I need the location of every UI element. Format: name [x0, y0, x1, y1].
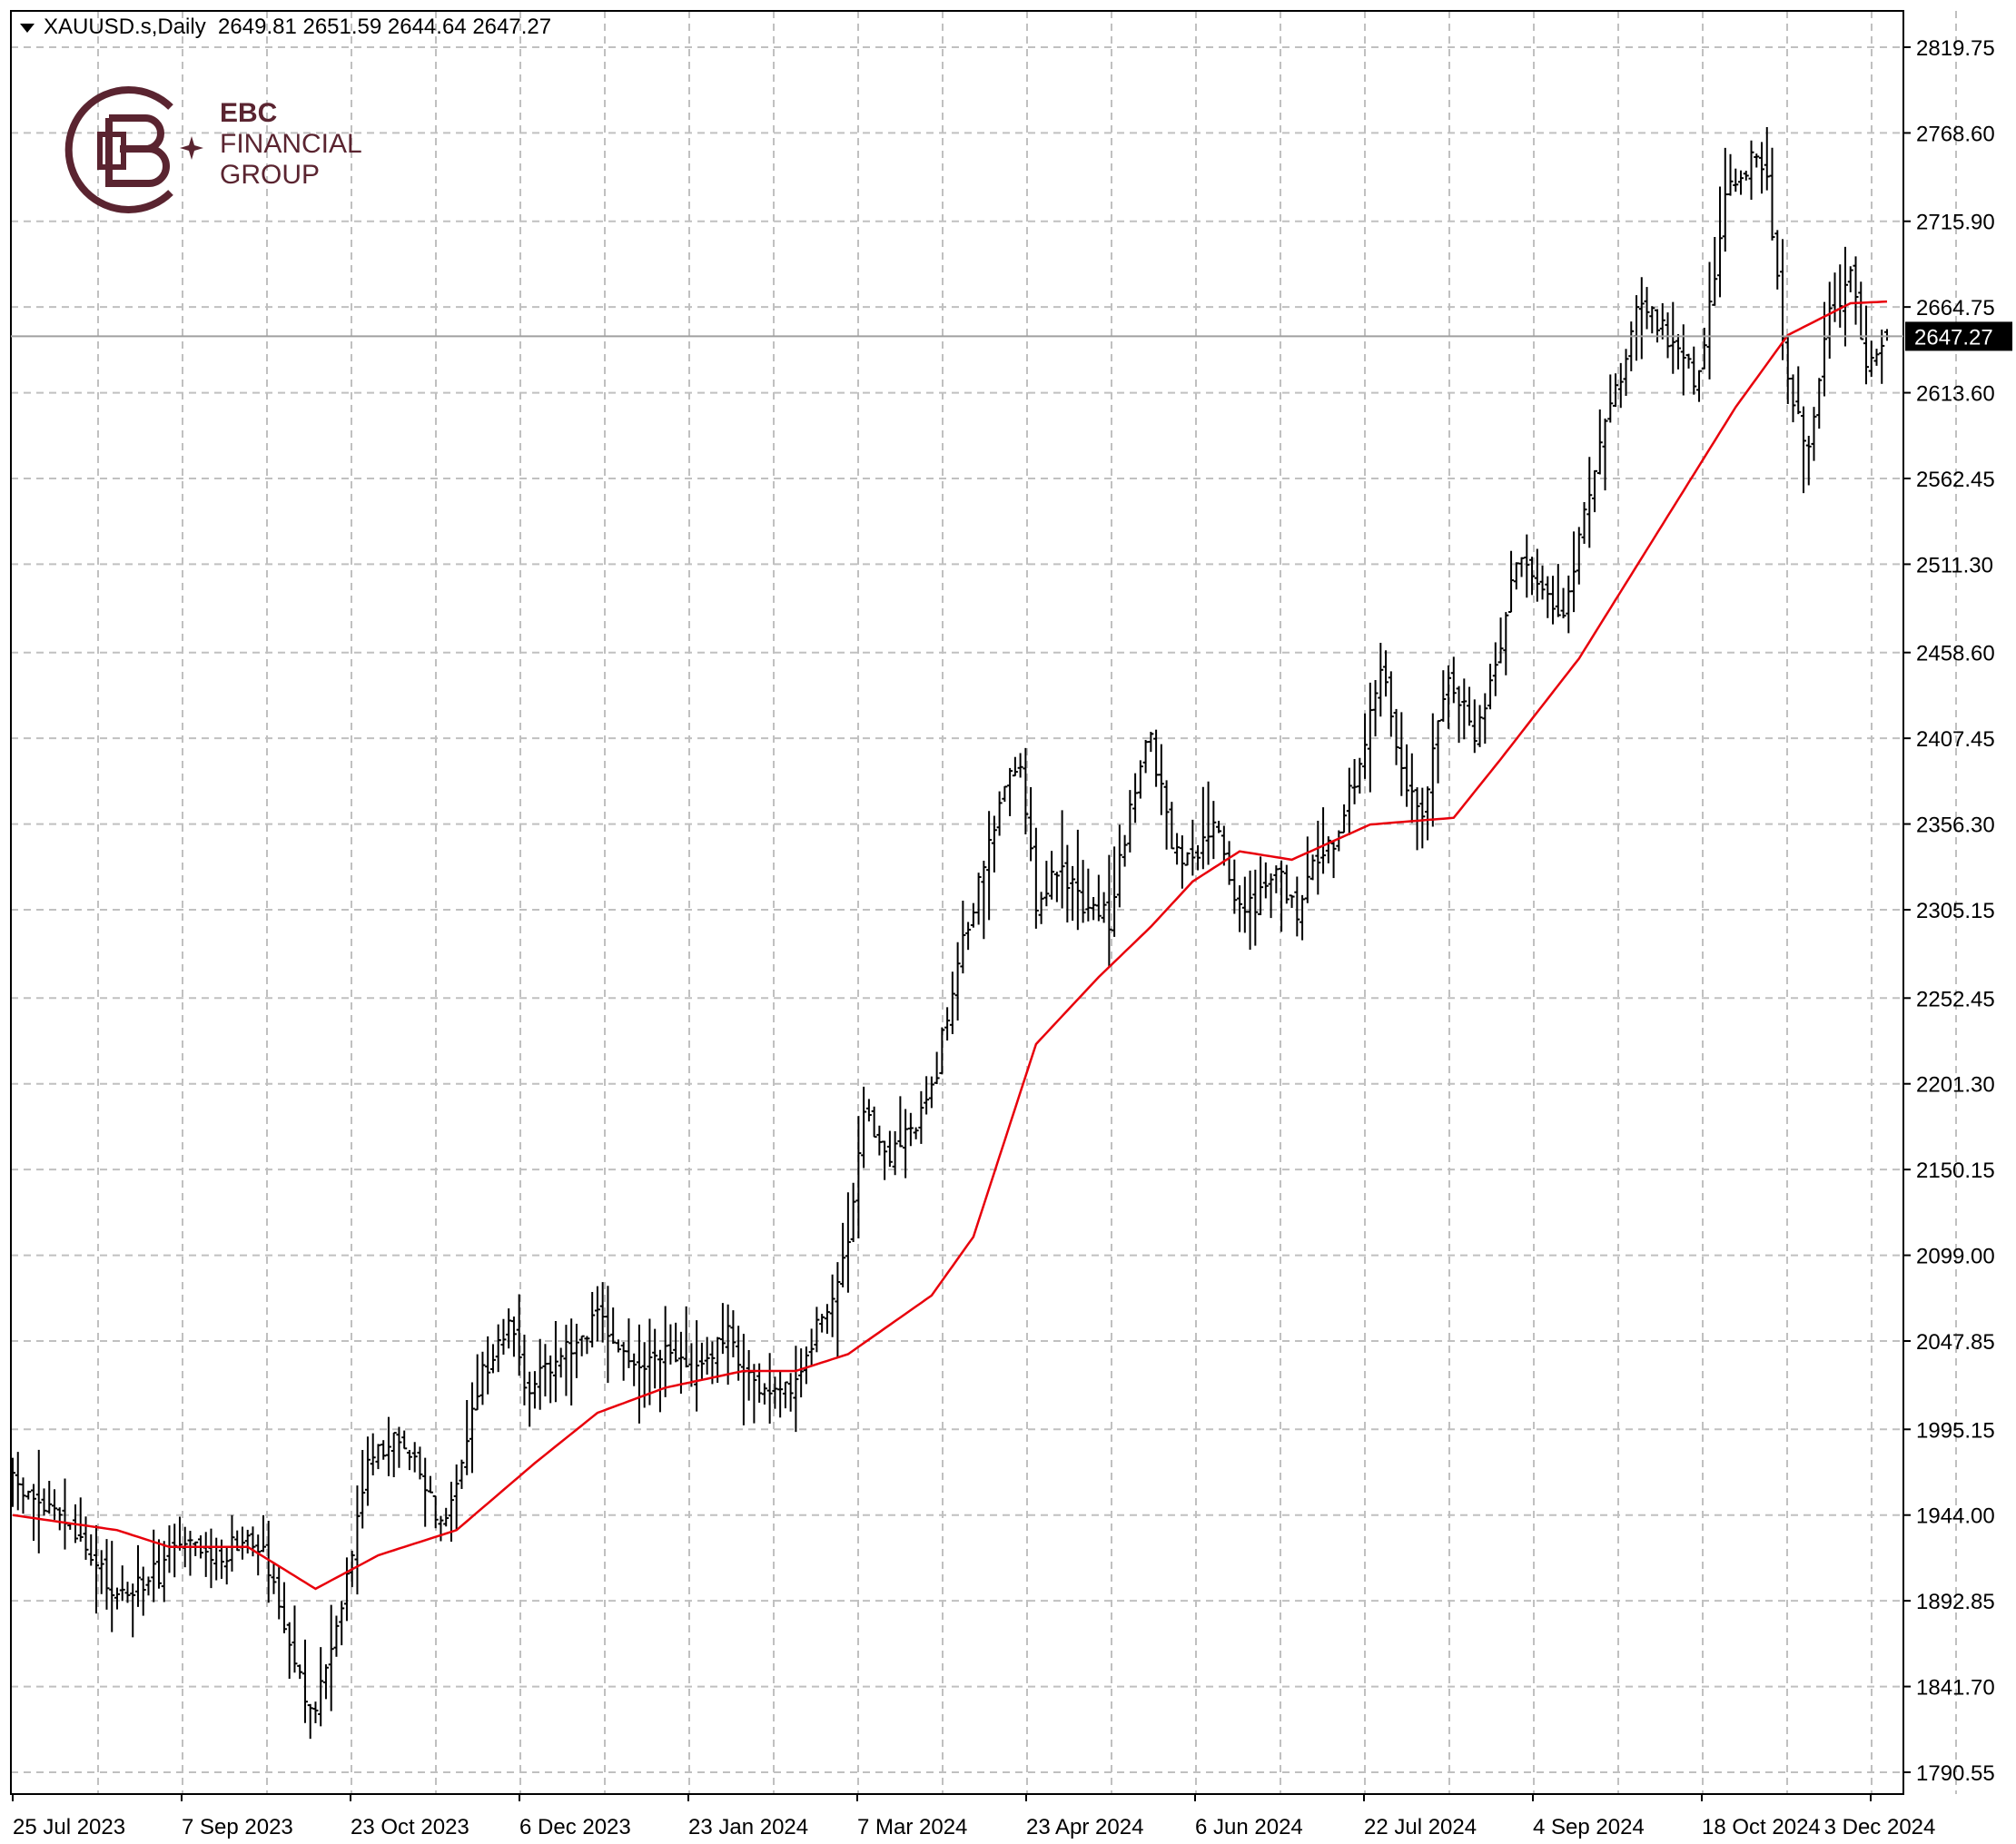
y-tick-label: 2664.75: [1916, 296, 1995, 320]
x-tick-label: 6 Jun 2024: [1195, 1815, 1303, 1839]
x-tick-label: 6 Dec 2023: [519, 1815, 631, 1839]
y-tick-label: 2613.60: [1916, 382, 1995, 407]
x-tick-label: 3 Dec 2024: [1824, 1815, 1936, 1839]
current-price-tag: 2647.27: [11, 321, 2012, 351]
y-tick-label: 2099.00: [1916, 1245, 1995, 1269]
x-tick-label: 25 Jul 2023: [13, 1815, 125, 1839]
current-price-tag-bg: [1905, 321, 2012, 351]
y-tick-label: 1944.00: [1916, 1504, 1995, 1529]
current-price-tag-label: 2647.27: [1914, 325, 1993, 350]
y-tick-label: 2047.85: [1916, 1330, 1995, 1355]
price-axis: 2819.75 2768.60 2715.90 2664.75 2613.60 2562.…: [1903, 36, 1995, 1786]
logo-line-1: EBC: [220, 98, 278, 128]
dropdown-triangle-icon[interactable]: [20, 23, 35, 33]
logo-line-3: GROUP: [220, 160, 321, 190]
x-tick-label: 23 Oct 2023: [351, 1815, 469, 1839]
y-tick-label: 1892.85: [1916, 1590, 1995, 1614]
y-tick-label: 1790.55: [1916, 1761, 1995, 1786]
y-tick-label: 2150.15: [1916, 1159, 1995, 1183]
y-tick-label: 2407.45: [1916, 727, 1995, 752]
symbol-label: XAUUSD.s,Daily: [44, 15, 206, 39]
x-tick-label: 22 Jul 2024: [1364, 1815, 1477, 1839]
time-axis: 25 Jul 2023 7 Sep 2023 23 Oct 2023 6 Dec 20…: [12, 1794, 1936, 1839]
logo-line-2: FINANCIAL: [220, 129, 362, 159]
x-tick-label: 18 Oct 2024: [1702, 1815, 1821, 1839]
y-tick-label: 2819.75: [1916, 36, 1995, 61]
ohlc-bars: [10, 126, 1890, 1740]
chart-grid: [11, 11, 1957, 1794]
x-tick-label: 23 Apr 2024: [1026, 1815, 1143, 1839]
chart-header: XAUUSD.s,Daily 2649.81 2651.59 2644.64 2…: [20, 15, 551, 40]
logo-text: EBC FINANCIAL GROUP: [220, 98, 362, 191]
y-tick-label: 2511.30: [1916, 553, 1993, 577]
y-tick-label: 1841.70: [1916, 1676, 1995, 1701]
x-tick-label: 7 Sep 2023: [182, 1815, 293, 1839]
plot-frame: [10, 10, 1904, 1795]
x-tick-label: 4 Sep 2024: [1533, 1815, 1645, 1839]
y-tick-label: 2252.45: [1916, 987, 1995, 1011]
y-tick-label: 2305.15: [1916, 899, 1995, 923]
x-tick-label: 7 Mar 2024: [857, 1815, 967, 1839]
y-tick-label: 2768.60: [1916, 122, 1995, 146]
ohlc-values: 2649.81 2651.59 2644.64 2647.27: [218, 15, 552, 39]
y-tick-label: 1995.15: [1916, 1418, 1995, 1443]
y-tick-label: 2715.90: [1916, 211, 1995, 235]
x-tick-label: 23 Jan 2024: [688, 1815, 808, 1839]
moving-average-layer: [12, 300, 1888, 1591]
ebc-emblem-icon: [64, 86, 203, 213]
y-tick-label: 2201.30: [1916, 1073, 1995, 1098]
ebc-logo: EBC FINANCIAL GROUP: [64, 82, 409, 218]
moving-average-line: [12, 300, 1888, 1591]
y-tick-label: 2562.45: [1916, 468, 1995, 492]
y-tick-label: 2458.60: [1916, 642, 1995, 666]
y-tick-label: 2356.30: [1916, 814, 1995, 838]
